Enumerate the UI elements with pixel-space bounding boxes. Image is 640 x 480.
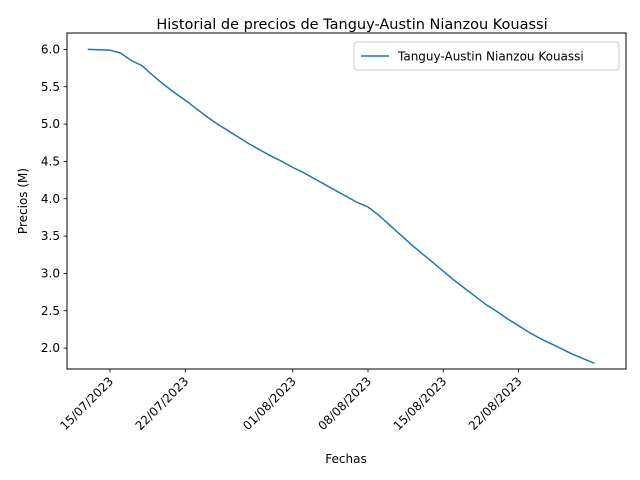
y-tick-label: 4.5 xyxy=(41,154,60,168)
y-tick-label: 2.5 xyxy=(41,304,60,318)
y-axis-ticks: 2.0 2.5 3.0 3.5 4.0 4.5 5.0 5.5 6.0 xyxy=(41,42,67,355)
series-layer xyxy=(87,48,595,365)
y-axis-label: Precios (M) xyxy=(16,168,30,234)
y-tick-label: 5.0 xyxy=(41,117,60,131)
plot-area xyxy=(66,32,627,370)
y-tick-label: 3.5 xyxy=(41,229,60,243)
series-line xyxy=(87,48,595,365)
y-tick-label: 4.0 xyxy=(41,192,60,206)
x-axis-label: Fechas xyxy=(325,452,366,466)
y-tick-label: 2.0 xyxy=(41,341,60,355)
legend-box xyxy=(353,41,620,71)
y-tick-label: 6.0 xyxy=(41,42,60,56)
y-tick-label: 3.0 xyxy=(41,266,60,280)
legend-label: Tanguy-Austin Nianzou Kouassi xyxy=(397,50,584,64)
y-tick-label: 5.5 xyxy=(41,80,60,94)
legend: Tanguy-Austin Nianzou Kouassi xyxy=(353,41,620,71)
chart-title: Historial de precios de Tanguy-Austin Ni… xyxy=(156,17,547,33)
